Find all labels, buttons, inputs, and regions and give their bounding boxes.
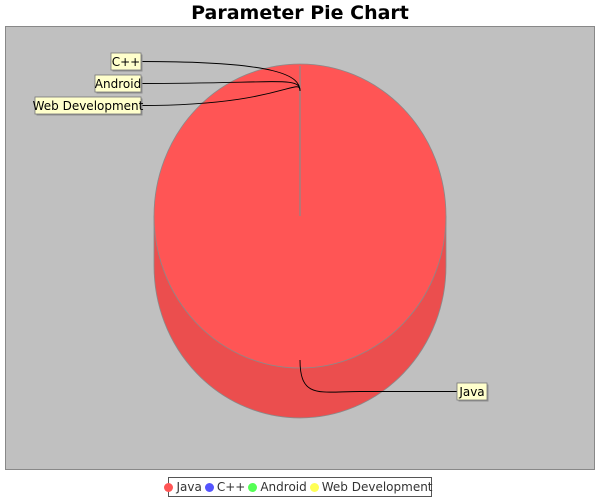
chart-title: Parameter Pie Chart — [191, 2, 409, 24]
leader-line-java — [299, 359, 457, 393]
label-box-android — [94, 74, 142, 93]
label-box-java — [456, 382, 488, 401]
slice-label-java: Java — [458, 385, 484, 399]
legend-swatch-c — [204, 482, 214, 492]
legend: Java C++ Android Web Development — [164, 477, 433, 497]
legend-swatch-java — [164, 482, 174, 492]
pie — [153, 63, 447, 419]
legend-swatch-android — [248, 482, 258, 492]
leader-line-android — [140, 81, 301, 92]
legend-label-web-development: Web Development — [321, 480, 433, 494]
label-box-c — [110, 52, 142, 71]
legend-item-android: Android — [248, 480, 307, 494]
legend-label-android: Android — [260, 480, 307, 494]
plot-area: Java C++ Android Web Development — [5, 26, 595, 470]
slice-label-c: C++ — [112, 55, 141, 69]
legend-label-java: Java — [176, 480, 202, 494]
label-box-web-development — [34, 96, 142, 115]
leader-line-web-development — [140, 86, 301, 106]
legend-item-java: Java — [164, 480, 202, 494]
legend-swatch-web-development — [309, 482, 319, 492]
slice-label-android: Android — [95, 77, 141, 91]
slice-labels: Java C++ Android Web Development — [33, 52, 489, 402]
legend-item-c: C++ — [204, 480, 246, 494]
legend-item-web-development: Web Development — [309, 480, 433, 494]
slice-label-web-development: Web Development — [33, 99, 144, 113]
legend-label-c: C++ — [216, 480, 246, 494]
